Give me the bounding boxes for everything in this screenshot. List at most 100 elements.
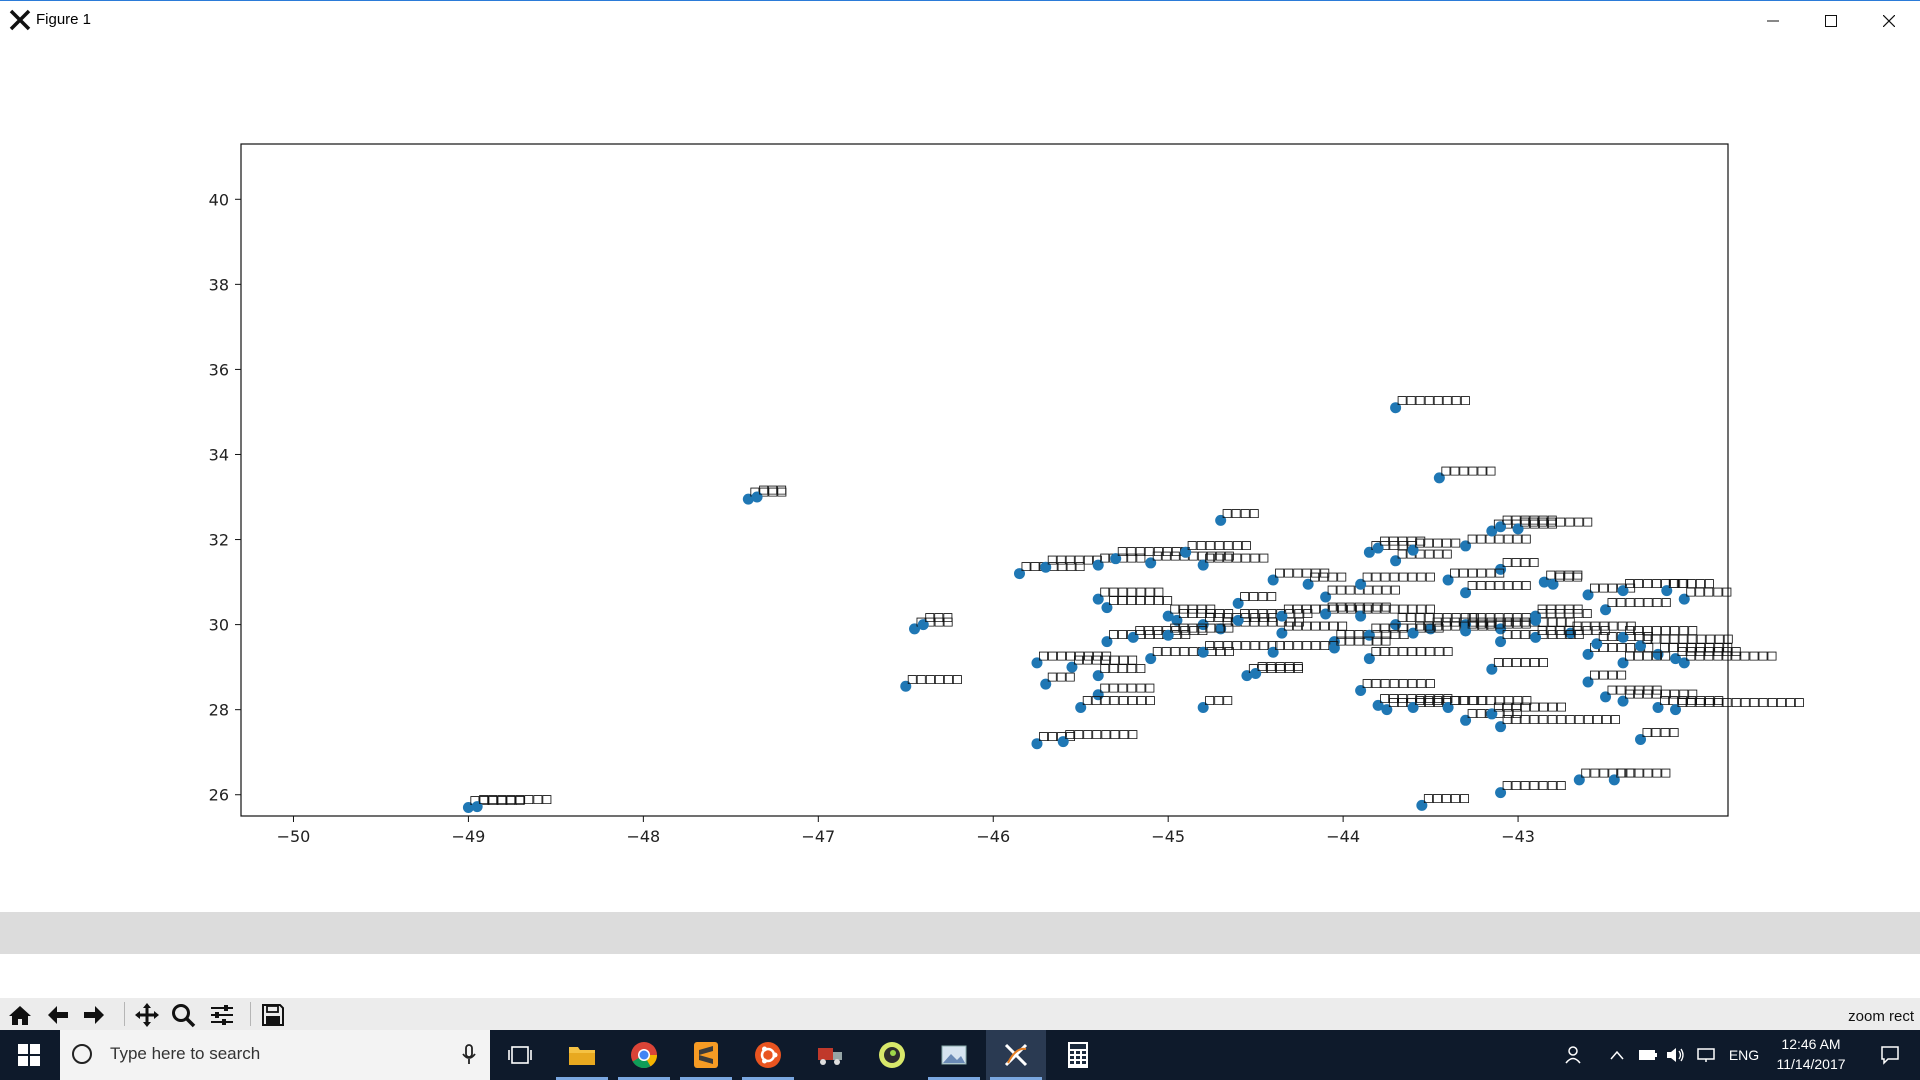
scatter-point <box>1031 657 1043 669</box>
point-label: □□□□□□ <box>1100 678 1154 696</box>
scatter-point <box>1670 704 1682 716</box>
point-label: □□□□□□□□ <box>1363 599 1435 617</box>
scatter-point <box>1460 587 1472 599</box>
point-label: □□□□□□□□□ <box>1371 642 1452 660</box>
navigation-toolbar: zoom rect <box>0 998 1920 1030</box>
network-button[interactable] <box>1694 1030 1718 1080</box>
point-label: □□□□□□□□□ <box>1450 691 1531 709</box>
scatter-point <box>742 493 754 505</box>
minimize-button[interactable] <box>1744 1 1802 41</box>
point-label: □□□□□ <box>1380 531 1425 549</box>
point-label: □□□□ <box>1643 722 1679 740</box>
point-label: □□□□□□ <box>1494 652 1548 670</box>
zoom-icon <box>172 1004 196 1028</box>
point-label: □□□□□ <box>1415 533 1460 551</box>
point-label: □□□□□□□□ <box>1494 697 1566 715</box>
people-button[interactable] <box>1560 1030 1590 1080</box>
point-label: □□□ <box>1048 667 1075 685</box>
point-label: □□□□□□□□ <box>1118 542 1190 560</box>
taskbar-app-calculator[interactable] <box>1048 1030 1108 1080</box>
point-label: □□□□□□□□□ <box>1153 642 1234 660</box>
scatter-point <box>1101 636 1113 648</box>
scatter-point <box>1652 648 1664 660</box>
language-indicator[interactable]: ENG <box>1724 1030 1764 1080</box>
point-label: □□□□□ <box>1258 657 1303 675</box>
show-hidden-icons-button[interactable] <box>1606 1030 1628 1080</box>
configure-button[interactable] <box>206 1000 238 1030</box>
taskbar-app-sublime[interactable] <box>676 1030 736 1080</box>
close-button[interactable] <box>1860 1 1918 41</box>
point-label: □□□□□□□ <box>1468 608 1531 626</box>
network-icon <box>1697 1048 1715 1062</box>
taskbar-clock[interactable]: 12:46 AM 11/14/2017 <box>1766 1034 1856 1074</box>
pan-button[interactable] <box>131 1000 163 1030</box>
point-label: □□□□□□□ <box>1109 591 1172 609</box>
point-label: □□□□□□□ <box>1021 557 1084 575</box>
maximize-button[interactable] <box>1802 1 1860 41</box>
taskbar-app-truck[interactable] <box>800 1030 860 1080</box>
taskbar-app-photos[interactable] <box>924 1030 984 1080</box>
scatter-point <box>1530 610 1542 622</box>
point-label: □□□□□□□ <box>1660 691 1723 709</box>
point-label: □□□□□□□ <box>1170 618 1233 636</box>
battery-button[interactable] <box>1636 1030 1660 1080</box>
microphone-icon[interactable] <box>462 1044 476 1066</box>
point-label: □□□□□□ <box>1450 563 1504 581</box>
point-label: □□□□□□□□ <box>1415 691 1487 709</box>
scatter-point <box>1232 614 1244 626</box>
scatter-point <box>1040 678 1052 690</box>
start-button[interactable] <box>0 1030 58 1080</box>
point-label: □□□□□□□ <box>1284 616 1347 634</box>
zoom-button[interactable] <box>167 1000 199 1030</box>
point-label: □□□□□□□□ <box>1398 391 1470 409</box>
point-label: □□□□□□□□ <box>479 790 551 808</box>
taskbar-app-ubuntu[interactable] <box>738 1030 798 1080</box>
forward-button[interactable] <box>78 1000 110 1030</box>
scatter-point <box>1092 689 1104 701</box>
scatter-point <box>1276 610 1288 622</box>
scatter-point <box>1670 653 1682 665</box>
scatter-point <box>1495 563 1507 575</box>
taskbar-app-xming[interactable] <box>986 1030 1046 1080</box>
scatter-point <box>909 623 921 635</box>
action-center-button[interactable] <box>1866 1030 1914 1080</box>
scatter-point <box>471 801 483 813</box>
scatter-point <box>1180 546 1192 558</box>
search-input[interactable]: Type here to search <box>60 1030 490 1080</box>
x-tick-label: −49 <box>452 827 486 846</box>
point-label: □□□□□□□ <box>1494 514 1557 532</box>
scatter-point <box>1355 685 1367 697</box>
scatter-point <box>1057 736 1069 748</box>
taskbar-app-green[interactable] <box>862 1030 922 1080</box>
point-label: □□□□□□ <box>1581 763 1635 781</box>
back-button[interactable] <box>42 1000 74 1030</box>
point-label: □□□□□□ <box>1616 763 1670 781</box>
point-label: □□□□□□ <box>908 669 962 687</box>
scatter-point <box>1031 738 1043 750</box>
task-view-button[interactable] <box>490 1030 550 1080</box>
home-button[interactable] <box>4 1000 36 1030</box>
figure-canvas[interactable]: −50 −49 −48 −47 −46 −45 −44 −43 26 28 30 32 34 36 38 40… <box>0 40 1920 912</box>
scatter-point <box>751 491 763 503</box>
taskbar-app-file-explorer[interactable] <box>552 1030 612 1080</box>
volume-button[interactable] <box>1664 1030 1688 1080</box>
scatter-point <box>1425 623 1437 635</box>
save-button[interactable] <box>257 1000 289 1030</box>
point-label: □□□□□□□ <box>1625 574 1688 592</box>
point-label: □□□□□□□□□□ <box>1686 646 1776 664</box>
scatter-point <box>1328 642 1340 654</box>
home-icon <box>9 1006 31 1025</box>
scatter-point <box>1320 608 1332 620</box>
maximize-icon <box>1825 15 1837 27</box>
point-label: □□□□ <box>1223 503 1259 521</box>
xming-icon <box>1004 1043 1028 1067</box>
point-label: □□□□□□□□□ <box>1398 608 1479 626</box>
message-band <box>0 912 1920 954</box>
scatter-point <box>1197 559 1209 571</box>
taskbar-app-chrome[interactable] <box>614 1030 674 1080</box>
scatter-point <box>1250 668 1262 680</box>
point-label: □□□ <box>1555 567 1582 585</box>
x-tick-label: −44 <box>1326 827 1360 846</box>
scatter-point <box>1652 702 1664 714</box>
scatter-point <box>1127 631 1139 643</box>
